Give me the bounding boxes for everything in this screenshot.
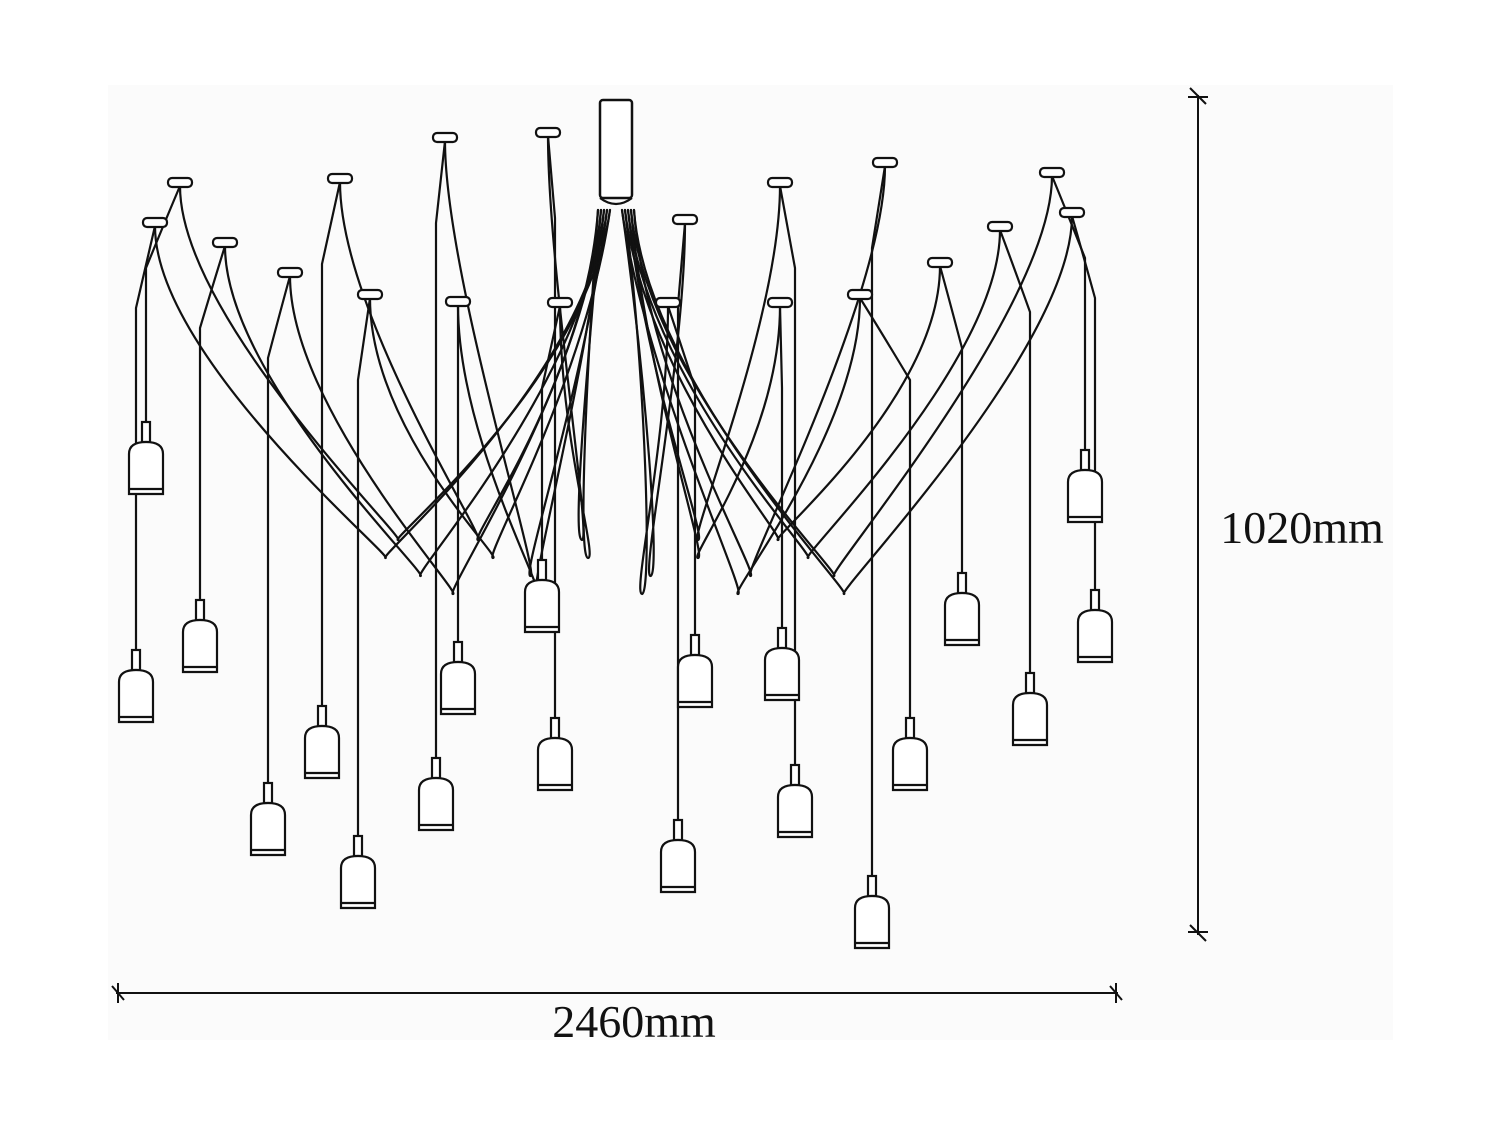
cable-drop — [778, 184, 797, 767]
height-dimension — [1188, 87, 1208, 942]
bulb-socket-icon — [776, 763, 814, 839]
ceiling-hook-icon — [654, 296, 682, 309]
cable-swag — [223, 208, 606, 578]
cable-drop — [266, 274, 292, 785]
bulb-socket-icon — [339, 834, 377, 910]
ceiling-hook-icon — [766, 176, 794, 189]
bulb-socket-icon — [303, 704, 341, 780]
cable-swag — [368, 208, 612, 560]
dimension-arrow-icon — [1109, 985, 1123, 1001]
ceiling-hook-icon — [141, 216, 169, 229]
ceiling-canopy-icon — [598, 98, 634, 206]
ceiling-hook-icon — [986, 220, 1014, 233]
dimension-arrow-icon — [111, 985, 125, 1001]
ceiling-hook-icon — [871, 156, 899, 169]
ceiling-hook-icon — [444, 295, 472, 308]
cable-swag — [443, 139, 609, 578]
cable-drop — [998, 228, 1032, 675]
bulb-socket-icon — [659, 818, 697, 894]
cable-drop — [858, 296, 912, 720]
width-dimension — [111, 983, 1123, 1003]
cable-swag — [338, 180, 600, 542]
ceiling-hook-icon — [846, 288, 874, 301]
ceiling-hook-icon — [671, 213, 699, 226]
cable-swag — [620, 208, 862, 596]
bulb-socket-icon — [763, 626, 801, 702]
cable-drop — [870, 164, 887, 878]
bulb-socket-icon — [676, 633, 714, 709]
dimension-arrow-icon — [1189, 87, 1207, 105]
bulb-socket-icon — [439, 640, 477, 716]
bulb-socket-icon — [117, 648, 155, 724]
ceiling-hook-icon — [166, 176, 194, 189]
cable-swag — [620, 208, 687, 578]
ceiling-hook-icon — [766, 296, 794, 309]
dimension-arrow-icon — [1189, 924, 1207, 942]
cable-swag — [632, 164, 887, 578]
bulb-sockets — [117, 420, 1114, 950]
bulb-socket-icon — [417, 756, 455, 832]
ceiling-hook-icon — [926, 256, 954, 269]
cable-drop — [546, 134, 557, 720]
bulb-socket-icon — [1076, 588, 1114, 664]
bulb-socket-icon — [853, 874, 891, 950]
cable-swag — [623, 208, 670, 596]
ceiling-hook-icon — [1038, 166, 1066, 179]
cable-swag — [558, 208, 600, 560]
bulb-socket-icon — [249, 781, 287, 857]
ceiling-hook-icon — [1058, 206, 1086, 219]
bulb-socket-icon — [536, 716, 574, 792]
ceiling-hook-icon — [431, 131, 459, 144]
ceiling-hook-icon — [356, 288, 384, 301]
bulb-socket-icon — [891, 716, 929, 792]
cable-swag — [632, 208, 1074, 596]
bulb-socket-icon — [181, 598, 219, 674]
cable-swag — [153, 208, 609, 560]
cable-drop — [938, 264, 964, 575]
bulb-socket-icon — [943, 571, 981, 647]
cable-drop — [134, 224, 157, 652]
cable-drop — [778, 304, 784, 630]
ceiling-hook-icon — [534, 126, 562, 139]
bulb-socket-icon — [523, 558, 561, 634]
cable-swag — [626, 208, 1002, 560]
bulb-socket-icon — [1066, 448, 1104, 524]
bulb-socket-icon — [127, 420, 165, 496]
cable-drop — [1070, 214, 1097, 592]
height-dimension-label: 1020mm — [1220, 502, 1384, 553]
cable-drop — [198, 244, 227, 602]
cable-drop — [434, 139, 447, 760]
cable-swag — [629, 208, 782, 560]
cable-drop — [666, 304, 697, 637]
bulb-socket-icon — [1011, 671, 1049, 747]
ceiling-hook-icon — [276, 266, 304, 279]
ceiling-hook-icon — [546, 296, 574, 309]
ceiling-hook-icon — [326, 172, 354, 185]
ceiling-hook-icon — [211, 236, 239, 249]
cable-drop — [320, 180, 342, 708]
suspension-cables — [134, 134, 1097, 878]
cable-swag — [623, 208, 942, 542]
cable-drop — [356, 296, 372, 838]
drawing-backdrop — [108, 85, 1393, 1040]
width-dimension-label: 2460mm — [552, 996, 716, 1047]
cable-drop — [540, 304, 562, 562]
ceiling-hooks — [141, 126, 1086, 309]
